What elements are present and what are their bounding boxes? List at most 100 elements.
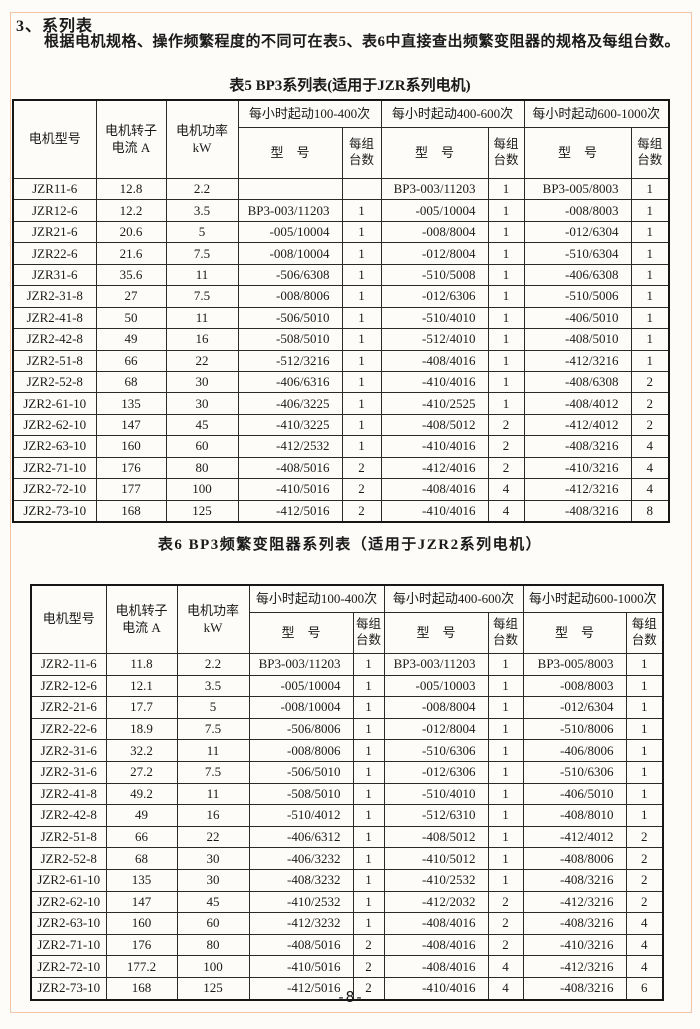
cell: 2 (341, 478, 382, 501)
cell: -410/5012 (383, 847, 489, 870)
cell: 177 (95, 478, 167, 501)
cell: 1 (487, 653, 524, 676)
cell: JZR2-41-8 (12, 306, 97, 330)
cell: -408/5016 (237, 456, 343, 480)
cell: -510/4010 (383, 782, 489, 806)
cell: -408/3216 (523, 435, 632, 458)
cell: 27 (95, 285, 167, 308)
cell: JZR2-51-8 (12, 349, 97, 372)
cell: 68 (105, 847, 178, 870)
cell: 45 (176, 890, 250, 914)
cell: 16 (165, 328, 239, 351)
cell: 160 (105, 912, 178, 935)
table5-caption: 表5 BP3系列表(适用于JZR系列电机) (229, 78, 471, 94)
cell: -408/5012 (380, 413, 489, 437)
table-row: JZR2-42-8 49 16 -510/4012 1 -512/6310 1 -408/80… (30, 804, 664, 827)
cell: -008/8003 (522, 674, 627, 698)
cell: 1 (625, 674, 664, 698)
cell: 12.2 (95, 199, 167, 222)
table6-header: 电机型号 电机转子 电流 A 电机功率 kW 每小时起动100-400次 每小时… (30, 584, 664, 654)
cell: -008/8006 (248, 739, 354, 762)
cell: -408/4016 (383, 912, 489, 935)
cell: 1 (630, 349, 670, 372)
cell: JZR2-61-10 (12, 392, 97, 415)
col-header-units: 每组 台数 (487, 612, 524, 654)
cell: 1 (352, 782, 385, 806)
table6-caption: 表6 BP3频繁变阻器系列表（适用于JZR2系列电机） (157, 537, 543, 553)
cell: 11 (165, 263, 239, 287)
section-title: 3、系列表 (16, 18, 94, 35)
cell: JZR2-22-6 (30, 717, 107, 741)
cell: JZR2-31-6 (30, 760, 107, 784)
cell: BP3-003/11203 (380, 177, 489, 201)
table6-body: JZR2-11-6 11.8 2.2 BP3-003/11203 1 BP3-003/11… (30, 653, 664, 1001)
cell: 4 (487, 499, 525, 523)
cell: 1 (487, 825, 524, 849)
cell: -408/4016 (383, 933, 489, 957)
cell: -410/3225 (237, 413, 343, 437)
cell: 4 (625, 912, 664, 935)
table-row: JZR2-71-10 176 80 -408/5016 2 -412/4016 2 -410/… (12, 456, 670, 480)
cell: 49 (95, 328, 167, 351)
cell: 1 (487, 717, 524, 741)
cell: 30 (165, 370, 239, 394)
cell: -408/8006 (522, 847, 627, 870)
col-header-group3: 每小时起动600-1000次 (523, 99, 670, 128)
col-header-model: 型 号 (523, 127, 632, 179)
cell: -408/3232 (248, 868, 354, 892)
cell: -406/5010 (523, 306, 632, 330)
cell: -412/4016 (380, 456, 489, 480)
table-row: JZR2-31-8 27 7.5 -008/8006 1 -012/6306 1 -510/5… (12, 285, 670, 308)
cell: -510/5006 (523, 285, 632, 308)
col-header-units: 每组 台数 (341, 127, 382, 179)
cell: 1 (487, 349, 525, 372)
cell: 4 (487, 478, 525, 501)
cell: JZR2-41-8 (30, 782, 107, 806)
cell: 1 (352, 804, 385, 827)
cell: 1 (341, 370, 382, 394)
cell: 16 (176, 804, 250, 827)
table-row: JZR2-12-6 12.1 3.5 -005/10004 1 -005/10003 1 -0… (30, 674, 664, 698)
cell: 2 (625, 847, 664, 870)
cell: 1 (625, 739, 664, 762)
cell: 4 (630, 456, 670, 480)
cell: JZR2-62-10 (30, 890, 107, 914)
cell: -408/4016 (380, 478, 489, 501)
cell: BP3-005/8003 (522, 653, 627, 676)
cell: -408/3216 (522, 912, 627, 935)
cell: 1 (341, 263, 382, 287)
cell: -408/8010 (522, 804, 627, 827)
cell: -406/6308 (523, 263, 632, 287)
cell: -410/2525 (380, 392, 489, 415)
table-row: JZR2-61-10 135 30 -406/3225 1 -410/2525 1 -408/… (12, 392, 670, 415)
table-row: JZR2-31-6 27.2 7.5 -506/5010 1 -012/6306 1 -510… (30, 760, 664, 784)
cell: 1 (487, 804, 524, 827)
cell: 176 (105, 933, 178, 957)
cell: BP3-003/11203 (248, 653, 354, 676)
col-header-group1: 每小时起动100-400次 (237, 99, 382, 128)
cell: 11 (176, 739, 250, 762)
cell: -408/6308 (523, 370, 632, 394)
table-row: JZR2-62-10 147 45 -410/3225 1 -408/5012 2 -412/… (12, 413, 670, 437)
cell: -008/10004 (237, 242, 343, 265)
table-row: JZR2-41-8 49.2 11 -508/5010 1 -510/4010 1 -406/… (30, 782, 664, 806)
cell: -008/8004 (380, 220, 489, 244)
cell: 1 (625, 653, 664, 676)
cell: 1 (341, 306, 382, 330)
cell: 22 (176, 825, 250, 849)
cell: 7.5 (176, 717, 250, 741)
cell: 7.5 (165, 285, 239, 308)
cell: -012/8004 (383, 717, 489, 741)
cell: 1 (341, 349, 382, 372)
cell: -406/6316 (237, 370, 343, 394)
cell: -410/3216 (522, 933, 627, 957)
cell: 125 (176, 976, 250, 1001)
cell: 1 (487, 674, 524, 698)
cell: 35.6 (95, 263, 167, 287)
cell: -408/3216 (522, 976, 627, 1001)
col-header-group2: 每小时起动400-600次 (383, 584, 524, 613)
cell: 11.8 (105, 653, 178, 676)
table-row: JZR2-22-6 18.9 7.5 -506/8006 1 -012/8004 1 -510… (30, 717, 664, 741)
cell: BP3-003/11203 (383, 653, 489, 676)
cell: 1 (625, 804, 664, 827)
